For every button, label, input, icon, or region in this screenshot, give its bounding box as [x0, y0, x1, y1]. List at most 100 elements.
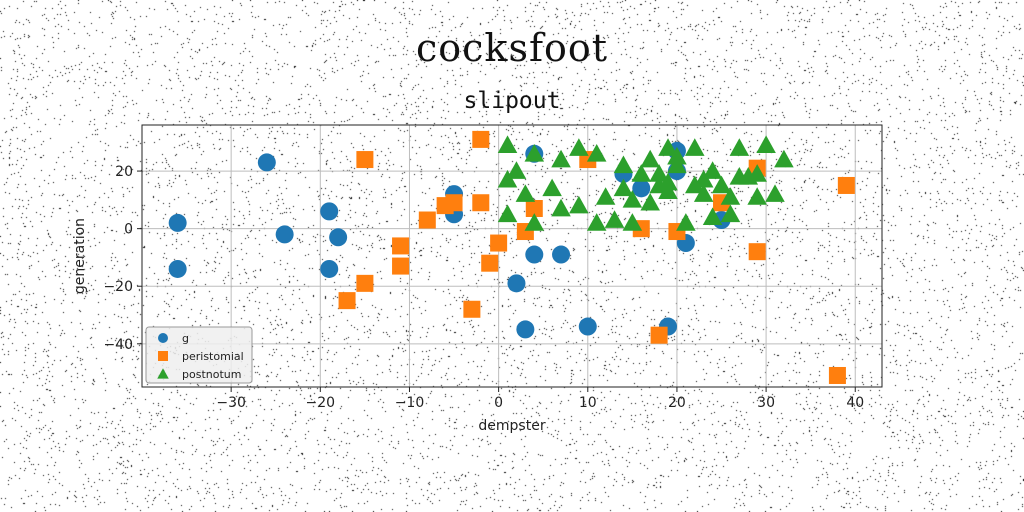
y-axis-label: generation [72, 218, 88, 294]
postnotum-point [497, 135, 518, 153]
g-point [552, 245, 571, 264]
postnotum-point [586, 213, 607, 231]
postnotum-point [649, 164, 669, 182]
y-tick-label: −20 [103, 279, 133, 295]
grid-lines [142, 125, 882, 387]
peristomial-point [418, 211, 436, 229]
postnotum-point [702, 207, 723, 225]
x-tick-label: −10 [395, 395, 425, 411]
legend: g peristomial postnotum [145, 326, 253, 384]
postnotum-point [569, 195, 589, 214]
figure-suptitle: cocksfoot [415, 26, 609, 70]
postnotum-point [595, 187, 616, 205]
postnotum-point [622, 213, 643, 231]
postnotum-point [720, 187, 741, 205]
postnotum-point [613, 155, 634, 174]
g-point [257, 153, 276, 172]
postnotum-point [684, 138, 705, 156]
peristomial-point [356, 274, 374, 292]
g-point [525, 245, 544, 264]
g-point [320, 259, 339, 278]
data-points [168, 130, 855, 384]
x-tick-label: 40 [846, 395, 864, 411]
g-point [329, 228, 348, 247]
postnotum-point [729, 138, 750, 156]
plot-frame [141, 124, 883, 388]
x-tick-label: 10 [579, 395, 597, 411]
postnotum-point [569, 138, 589, 156]
postnotum-point [604, 210, 625, 228]
postnotum-point [667, 155, 687, 174]
legend-label-peristomial: peristomial [182, 350, 244, 363]
postnotum-point [765, 184, 785, 202]
postnotum-point [702, 161, 723, 179]
axis-ticks: −30 −20 −10 0 10 20 30 40 −40 −20 0 20 [103, 164, 864, 411]
peristomial-point [445, 194, 463, 212]
peristomial-point [837, 176, 855, 194]
peristomial-point [472, 194, 490, 212]
legend-marker-g [158, 333, 168, 343]
legend-box [145, 326, 253, 384]
peristomial-point [748, 243, 766, 261]
peristomial-point [472, 130, 490, 148]
postnotum-point [747, 187, 767, 205]
postnotum-point [631, 164, 652, 182]
peristomial-point [392, 237, 410, 255]
legend-marker-postnotum [157, 368, 169, 379]
peristomial-point [490, 234, 508, 252]
x-axis-label: dempster [478, 418, 545, 434]
postnotum-point [720, 204, 741, 223]
g-point [578, 317, 597, 336]
postnotum-point [542, 178, 562, 197]
postnotum-point [613, 178, 634, 197]
x-tick-label: −30 [216, 395, 246, 411]
x-tick-label: 20 [668, 395, 686, 411]
x-tick-label: 0 [494, 395, 503, 411]
postnotum-point [676, 213, 696, 231]
g-point [168, 213, 187, 232]
x-tick-label: 30 [757, 395, 775, 411]
g-point [275, 225, 294, 244]
legend-marker-peristomial [158, 351, 168, 361]
postnotum-point [551, 149, 571, 168]
x-tick-label: −20 [306, 395, 336, 411]
postnotum-point [524, 213, 545, 231]
g-point [168, 259, 187, 278]
postnotum-point [684, 175, 705, 194]
peristomial-point [463, 300, 481, 318]
postnotum-point [747, 164, 767, 182]
postnotum-point [658, 172, 678, 191]
g-point [516, 320, 535, 339]
postnotum-point [506, 161, 527, 179]
g-point [632, 179, 651, 198]
postnotum-point [586, 144, 607, 162]
peristomial-point [338, 292, 356, 310]
postnotum-point [756, 135, 776, 153]
peristomial-point [356, 151, 374, 169]
postnotum-point [640, 149, 660, 168]
postnotum-point [774, 149, 794, 168]
postnotum-point [497, 204, 518, 223]
postnotum-point [622, 190, 643, 208]
g-point [320, 202, 339, 221]
postnotum-point [551, 198, 571, 217]
peristomial-point [525, 199, 543, 217]
legend-label-postnotum: postnotum [182, 368, 241, 381]
peristomial-point [392, 257, 410, 275]
postnotum-point [515, 184, 536, 202]
postnotum-point [640, 192, 660, 211]
peristomial-point [481, 254, 499, 272]
chart-title: slipout [463, 88, 561, 114]
postnotum-point [524, 144, 545, 162]
legend-label-g: g [182, 332, 189, 345]
y-tick-label: −40 [103, 337, 133, 353]
postnotum-point [711, 175, 732, 194]
series-peristomial [338, 130, 855, 384]
postnotum-point [693, 184, 714, 202]
peristomial-point [650, 326, 668, 344]
y-tick-label: 20 [115, 164, 133, 180]
series-postnotum [497, 135, 794, 231]
y-tick-label: 0 [124, 222, 133, 238]
